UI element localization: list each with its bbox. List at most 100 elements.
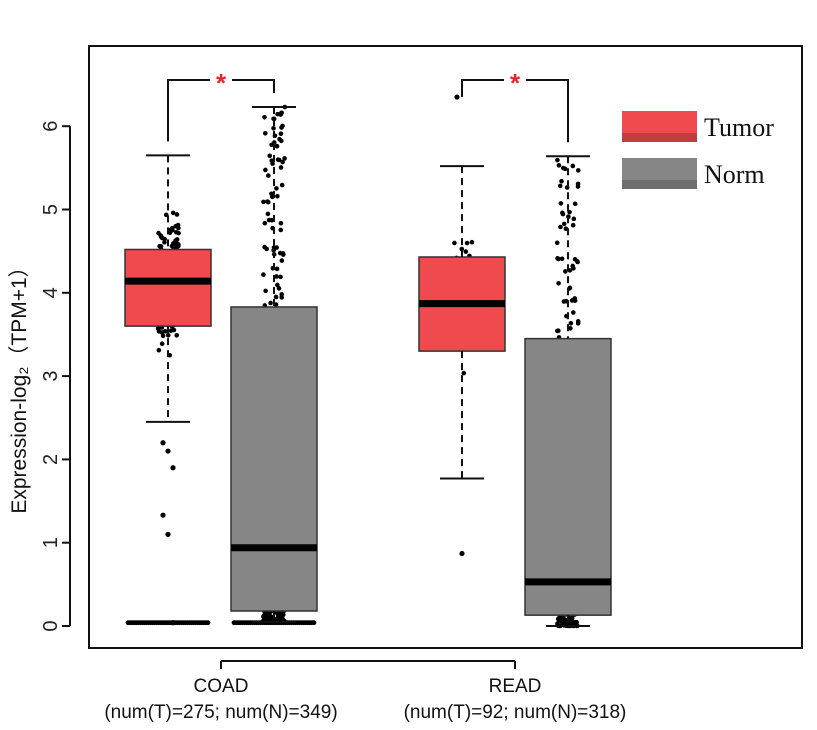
significance-marker: * [216, 68, 227, 98]
box-coad-norm [230, 306, 318, 612]
legend-swatch-tumor [622, 111, 697, 142]
legend-label-tumor: Tumor [704, 113, 774, 142]
y-tick-label: 4 [40, 287, 62, 298]
data-point [263, 288, 268, 294]
box-read-norm [524, 337, 612, 616]
data-point [266, 173, 271, 178]
data-point [173, 223, 179, 229]
data-point [280, 123, 285, 129]
data-point [278, 227, 284, 233]
data-point [278, 274, 283, 280]
legend-swatch-shade [622, 133, 697, 142]
data-point [278, 165, 284, 170]
data-point [160, 333, 166, 339]
data-point [262, 220, 268, 226]
data-point [159, 330, 165, 335]
y-tick-label: 1 [40, 537, 62, 548]
outlier-point [454, 94, 460, 100]
data-point [276, 286, 282, 291]
data-point [570, 310, 576, 315]
data-point [171, 327, 177, 333]
data-point [159, 341, 165, 347]
data-point [274, 266, 280, 272]
data-point [559, 256, 565, 262]
data-point [568, 326, 573, 331]
data-point [269, 191, 274, 197]
outlier-point [170, 620, 176, 626]
data-point [276, 157, 282, 163]
data-point [554, 240, 560, 246]
data-point [575, 319, 581, 324]
data-point [559, 178, 564, 184]
data-point [573, 619, 578, 625]
data-point [560, 210, 565, 216]
legend-swatch-shade [622, 180, 697, 189]
data-point [560, 165, 566, 171]
data-point [162, 240, 167, 245]
data-point [572, 201, 578, 207]
data-point [170, 227, 175, 233]
significance-marker: * [510, 68, 521, 98]
y-tick-label: 0 [40, 620, 62, 631]
data-point [556, 328, 561, 333]
outlier-point [165, 448, 171, 454]
data-point [273, 294, 279, 300]
data-point [279, 182, 285, 188]
y-tick-label: 2 [40, 454, 62, 465]
data-point [271, 125, 276, 131]
data-point [175, 241, 180, 247]
outlier-point [160, 512, 166, 518]
x-category-counts: (num(T)=275; num(N)=349) [104, 702, 337, 723]
data-point [575, 168, 581, 173]
data-point [568, 320, 574, 326]
data-point [261, 272, 266, 277]
data-point [274, 274, 279, 279]
data-point [173, 229, 179, 235]
data-point [269, 217, 275, 223]
x-category-label: COAD [194, 676, 249, 697]
data-point [281, 252, 286, 257]
data-point [571, 266, 576, 271]
data-point [464, 240, 470, 246]
legend-swatch-norm [622, 158, 697, 189]
data-point [556, 281, 561, 286]
outlier-point [160, 440, 166, 446]
data-point [170, 210, 176, 216]
data-point [155, 326, 161, 331]
data-point [556, 163, 562, 168]
data-point [156, 230, 161, 236]
data-point [262, 131, 268, 136]
data-point [280, 159, 285, 165]
data-point [567, 616, 573, 621]
data-point [561, 221, 567, 227]
data-point [158, 244, 164, 249]
data-point [263, 167, 268, 173]
data-point [570, 163, 576, 169]
jitter-points [125, 94, 582, 629]
data-point [282, 156, 287, 161]
data-point [156, 347, 162, 353]
boxes [124, 106, 612, 627]
y-tick-label: 3 [40, 371, 62, 382]
data-point [174, 237, 180, 242]
outlier-point [459, 550, 465, 557]
legend: Tumor Norm [622, 111, 774, 189]
data-point [275, 111, 280, 117]
data-point [558, 224, 563, 230]
data-point [278, 131, 284, 137]
data-point [274, 186, 279, 191]
data-point [274, 245, 279, 250]
data-point [461, 370, 467, 376]
data-point [556, 256, 561, 262]
data-point [267, 612, 272, 618]
data-point [278, 614, 284, 619]
data-point [261, 614, 266, 619]
data-point [275, 193, 280, 199]
data-point [278, 220, 284, 226]
data-point [270, 161, 275, 166]
data-point [279, 258, 285, 263]
data-point [267, 153, 273, 159]
x-category-label: READ [489, 676, 542, 697]
box-coad-tumor [124, 248, 212, 327]
y-tick-label: 5 [40, 204, 62, 215]
